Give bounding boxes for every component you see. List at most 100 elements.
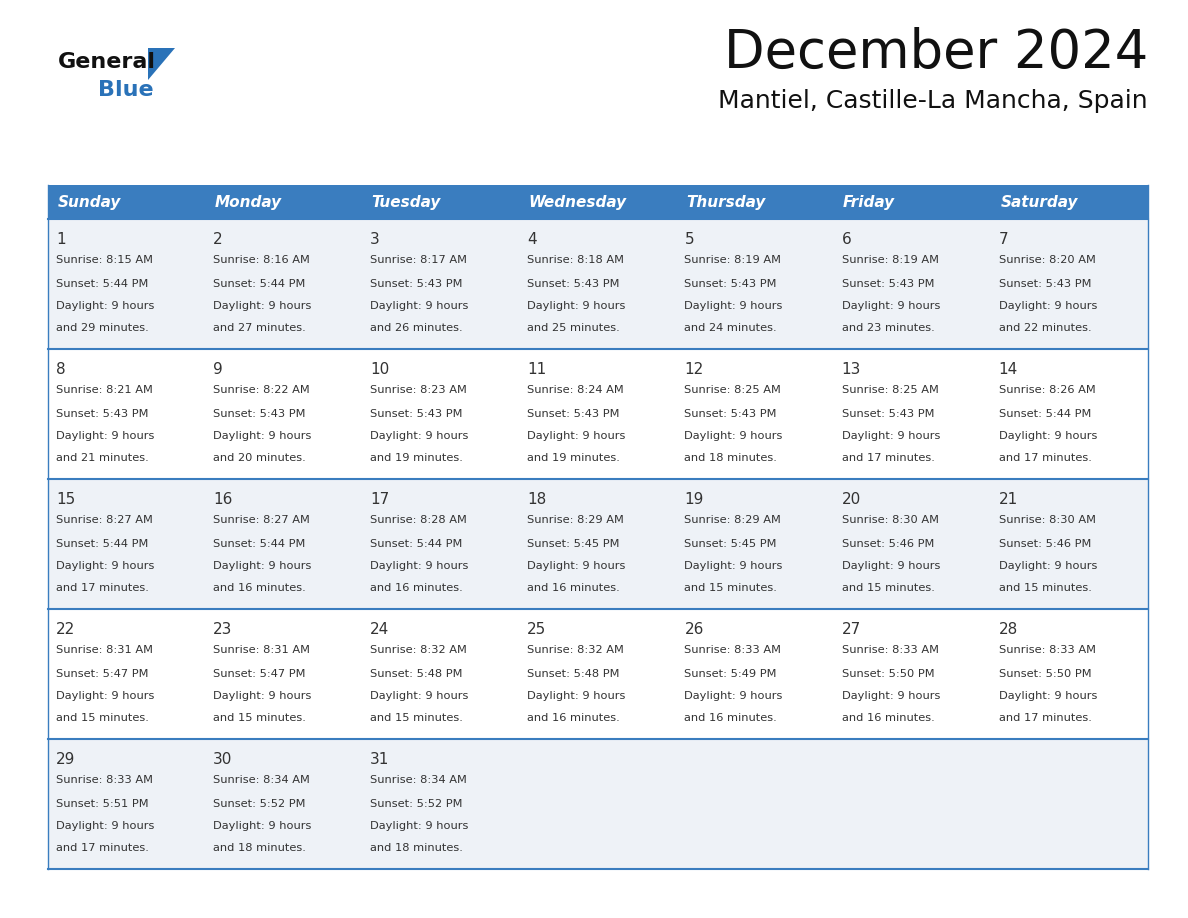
Text: and 16 minutes.: and 16 minutes. <box>371 583 463 593</box>
Text: Daylight: 9 hours: Daylight: 9 hours <box>213 301 311 311</box>
Text: Sunset: 5:43 PM: Sunset: 5:43 PM <box>841 279 934 289</box>
Text: Blue: Blue <box>97 80 153 100</box>
Text: Daylight: 9 hours: Daylight: 9 hours <box>527 561 626 571</box>
Text: and 17 minutes.: and 17 minutes. <box>999 453 1092 463</box>
Text: 14: 14 <box>999 362 1018 377</box>
Text: Sunrise: 8:33 AM: Sunrise: 8:33 AM <box>841 645 939 655</box>
Text: and 22 minutes.: and 22 minutes. <box>999 323 1092 333</box>
Bar <box>519 739 677 869</box>
Bar <box>362 349 519 479</box>
Text: Friday: Friday <box>843 195 896 209</box>
Text: Sunrise: 8:29 AM: Sunrise: 8:29 AM <box>527 515 624 525</box>
Text: 19: 19 <box>684 492 703 507</box>
Text: Sunrise: 8:30 AM: Sunrise: 8:30 AM <box>999 515 1095 525</box>
Text: 29: 29 <box>56 752 75 767</box>
Bar <box>519 479 677 609</box>
Text: and 25 minutes.: and 25 minutes. <box>527 323 620 333</box>
Text: and 15 minutes.: and 15 minutes. <box>999 583 1092 593</box>
Text: and 15 minutes.: and 15 minutes. <box>213 713 305 723</box>
Text: 2: 2 <box>213 232 222 247</box>
Text: 12: 12 <box>684 362 703 377</box>
Text: Sunset: 5:43 PM: Sunset: 5:43 PM <box>999 279 1092 289</box>
Text: Sunrise: 8:21 AM: Sunrise: 8:21 AM <box>56 386 153 396</box>
Bar <box>991 349 1148 479</box>
Bar <box>677 349 834 479</box>
Text: and 23 minutes.: and 23 minutes. <box>841 323 934 333</box>
Text: Sunrise: 8:32 AM: Sunrise: 8:32 AM <box>371 645 467 655</box>
Text: Sunrise: 8:34 AM: Sunrise: 8:34 AM <box>213 776 310 786</box>
Text: Daylight: 9 hours: Daylight: 9 hours <box>371 431 468 441</box>
Polygon shape <box>148 48 175 80</box>
Text: Sunrise: 8:33 AM: Sunrise: 8:33 AM <box>684 645 782 655</box>
Text: and 18 minutes.: and 18 minutes. <box>684 453 777 463</box>
Text: 5: 5 <box>684 232 694 247</box>
Text: 4: 4 <box>527 232 537 247</box>
Bar <box>834 479 991 609</box>
Text: Sunset: 5:51 PM: Sunset: 5:51 PM <box>56 799 148 809</box>
Text: Daylight: 9 hours: Daylight: 9 hours <box>56 301 154 311</box>
Text: 22: 22 <box>56 622 75 637</box>
Text: Sunset: 5:50 PM: Sunset: 5:50 PM <box>999 669 1092 678</box>
Text: 16: 16 <box>213 492 233 507</box>
Text: Sunrise: 8:26 AM: Sunrise: 8:26 AM <box>999 386 1095 396</box>
Text: Sunset: 5:43 PM: Sunset: 5:43 PM <box>684 279 777 289</box>
Text: 26: 26 <box>684 622 703 637</box>
Text: Sunset: 5:43 PM: Sunset: 5:43 PM <box>527 409 620 419</box>
Text: Sunrise: 8:15 AM: Sunrise: 8:15 AM <box>56 255 153 265</box>
Text: and 21 minutes.: and 21 minutes. <box>56 453 148 463</box>
Text: 18: 18 <box>527 492 546 507</box>
Text: Sunset: 5:44 PM: Sunset: 5:44 PM <box>999 409 1091 419</box>
Text: Sunrise: 8:33 AM: Sunrise: 8:33 AM <box>56 776 153 786</box>
Bar <box>991 609 1148 739</box>
Bar <box>362 739 519 869</box>
Text: Sunrise: 8:33 AM: Sunrise: 8:33 AM <box>999 645 1095 655</box>
Text: Daylight: 9 hours: Daylight: 9 hours <box>841 691 940 701</box>
Text: Sunset: 5:43 PM: Sunset: 5:43 PM <box>841 409 934 419</box>
Text: 11: 11 <box>527 362 546 377</box>
Text: Sunset: 5:45 PM: Sunset: 5:45 PM <box>684 539 777 549</box>
Text: Daylight: 9 hours: Daylight: 9 hours <box>213 821 311 831</box>
Text: Sunrise: 8:20 AM: Sunrise: 8:20 AM <box>999 255 1095 265</box>
Text: and 17 minutes.: and 17 minutes. <box>999 713 1092 723</box>
Text: and 24 minutes.: and 24 minutes. <box>684 323 777 333</box>
Bar <box>362 219 519 349</box>
Bar <box>48 479 206 609</box>
Text: Sunrise: 8:27 AM: Sunrise: 8:27 AM <box>56 515 153 525</box>
Text: and 16 minutes.: and 16 minutes. <box>841 713 934 723</box>
Text: Tuesday: Tuesday <box>372 195 441 209</box>
Text: Sunset: 5:43 PM: Sunset: 5:43 PM <box>371 279 462 289</box>
Text: Sunrise: 8:23 AM: Sunrise: 8:23 AM <box>371 386 467 396</box>
Bar <box>677 739 834 869</box>
Text: and 15 minutes.: and 15 minutes. <box>56 713 148 723</box>
Text: Daylight: 9 hours: Daylight: 9 hours <box>371 561 468 571</box>
Bar <box>991 219 1148 349</box>
Text: Sunset: 5:48 PM: Sunset: 5:48 PM <box>527 669 620 678</box>
Bar <box>206 739 362 869</box>
Text: Sunset: 5:44 PM: Sunset: 5:44 PM <box>213 539 305 549</box>
Text: Daylight: 9 hours: Daylight: 9 hours <box>56 691 154 701</box>
Bar <box>48 739 206 869</box>
Text: Sunset: 5:44 PM: Sunset: 5:44 PM <box>56 539 148 549</box>
Text: Sunset: 5:44 PM: Sunset: 5:44 PM <box>213 279 305 289</box>
Text: Wednesday: Wednesday <box>529 195 627 209</box>
Bar <box>677 609 834 739</box>
Text: Sunrise: 8:22 AM: Sunrise: 8:22 AM <box>213 386 310 396</box>
Text: and 27 minutes.: and 27 minutes. <box>213 323 305 333</box>
Text: Daylight: 9 hours: Daylight: 9 hours <box>56 431 154 441</box>
Text: and 26 minutes.: and 26 minutes. <box>371 323 463 333</box>
Bar <box>834 185 991 219</box>
Text: Sunrise: 8:19 AM: Sunrise: 8:19 AM <box>841 255 939 265</box>
Text: 24: 24 <box>371 622 390 637</box>
Text: Sunset: 5:49 PM: Sunset: 5:49 PM <box>684 669 777 678</box>
Bar <box>991 185 1148 219</box>
Text: 8: 8 <box>56 362 65 377</box>
Bar <box>362 185 519 219</box>
Text: Daylight: 9 hours: Daylight: 9 hours <box>684 301 783 311</box>
Text: 6: 6 <box>841 232 852 247</box>
Text: 10: 10 <box>371 362 390 377</box>
Text: and 18 minutes.: and 18 minutes. <box>213 843 305 853</box>
Text: and 17 minutes.: and 17 minutes. <box>56 843 148 853</box>
Text: Sunrise: 8:29 AM: Sunrise: 8:29 AM <box>684 515 782 525</box>
Text: 1: 1 <box>56 232 65 247</box>
Text: Daylight: 9 hours: Daylight: 9 hours <box>527 691 626 701</box>
